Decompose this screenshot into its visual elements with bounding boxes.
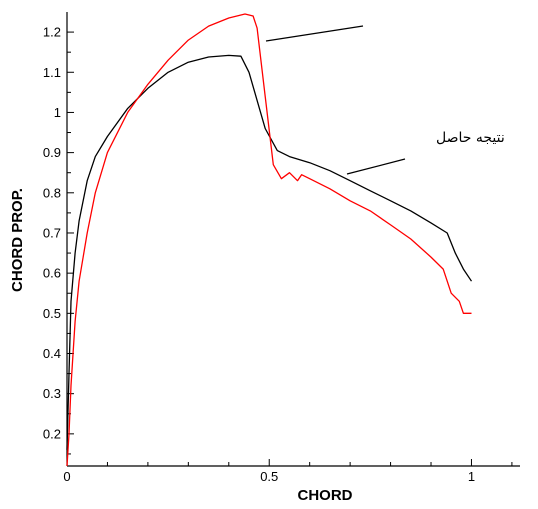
x-tick-label: 0.5 xyxy=(260,469,278,484)
y-tick-label: 1 xyxy=(54,105,61,120)
y-tick-label: 0.3 xyxy=(43,386,61,401)
y-tick-label: 0.9 xyxy=(43,145,61,160)
y-tick-label: 0.8 xyxy=(43,185,61,200)
series-line-black xyxy=(66,54,473,450)
y-tick-label: 0.7 xyxy=(43,225,61,240)
y-tick-label: 0.6 xyxy=(43,266,61,281)
series-line-red xyxy=(66,13,472,467)
y-tick-label: 0.2 xyxy=(43,426,61,441)
y-tick-label: 1.2 xyxy=(43,25,61,40)
y-axis-title: CHORD PROP. xyxy=(9,188,26,292)
annotations: نتيجه حاصل xyxy=(265,25,505,175)
x-tick-label: 0 xyxy=(63,469,70,484)
annotation-label: نتيجه حاصل xyxy=(436,130,505,146)
annotation-leader-line xyxy=(265,25,364,42)
x-axis-title: CHORD xyxy=(298,487,353,504)
series-lines xyxy=(66,13,473,467)
y-tick-label: 0.5 xyxy=(43,306,61,321)
y-tick-label: 1.1 xyxy=(43,65,61,80)
x-tick-label: 1 xyxy=(468,469,475,484)
axes: 0.2 0.3 0.4 0.5 0.6 0.7 0.8 0.9 1 1.1 1.2 0 0.5 1 xyxy=(43,12,520,484)
annotation-leader-line xyxy=(346,158,406,175)
y-tick-label: 0.4 xyxy=(43,346,61,361)
